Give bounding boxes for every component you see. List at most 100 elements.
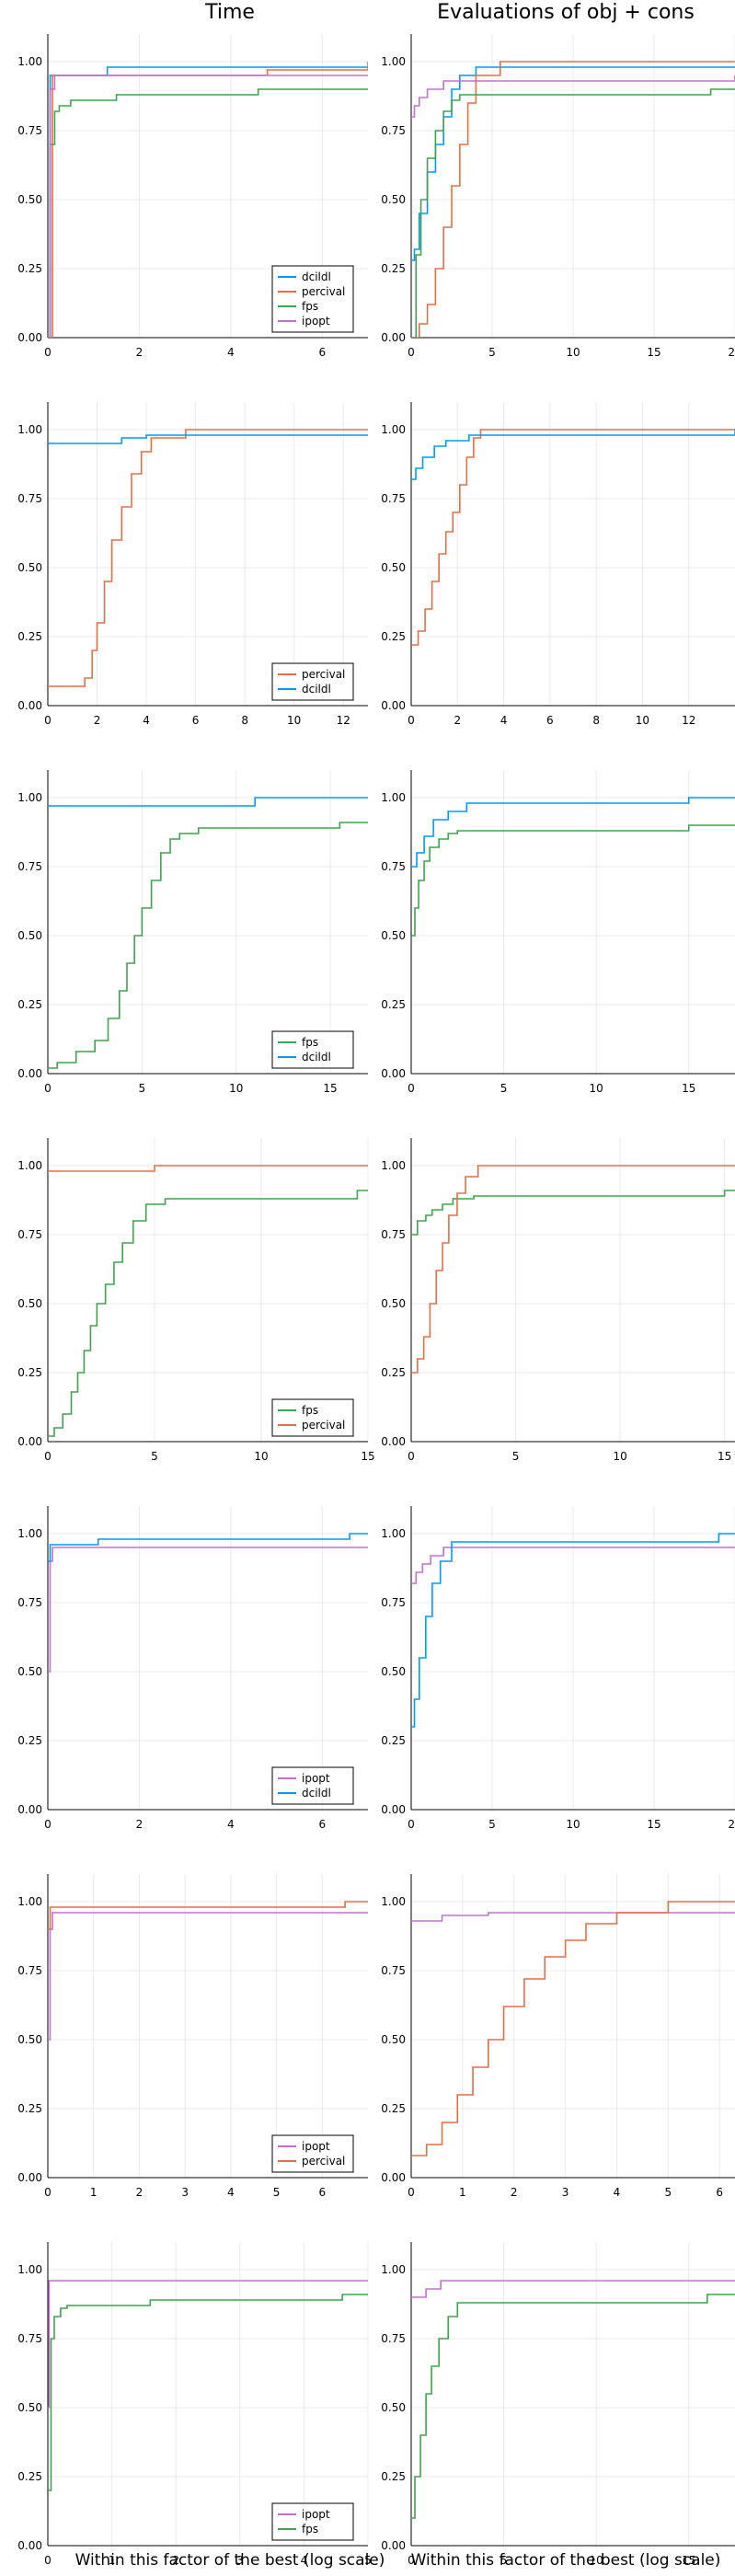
x-tick-label: 5: [273, 2186, 281, 2199]
y-tick-label: 0.00: [17, 1435, 42, 1448]
x-tick-label: 4: [227, 2186, 235, 2199]
series-line-percival: [48, 1901, 368, 1930]
x-tick-label: 5: [488, 346, 496, 359]
x-tick-label: 15: [718, 1450, 731, 1463]
y-tick-label: 0.25: [381, 262, 406, 275]
legend-label-fps: fps: [302, 1404, 318, 1417]
x-tick-label: 12: [682, 714, 695, 727]
x-tick-label: 2: [454, 714, 461, 727]
x-tick-label: 3: [181, 2186, 189, 2199]
legend-label-percival: percival: [302, 285, 345, 298]
legend-label-fps: fps: [302, 1036, 318, 1049]
y-tick-label: 1.00: [17, 1895, 42, 1908]
x-tick-label: 5: [500, 1082, 508, 1095]
x-tick-label: 12: [337, 714, 350, 727]
y-tick-label: 0.25: [381, 1734, 406, 1747]
x-tick-label: 1: [90, 2186, 98, 2199]
y-tick-label: 0.00: [17, 2539, 42, 2552]
y-tick-label: 0.25: [381, 998, 406, 1011]
legend-box: [271, 1766, 354, 1805]
y-tick-label: 0.25: [381, 2102, 406, 2115]
x-tick-label: 0: [44, 1082, 52, 1095]
x-tick-label: 0: [408, 1450, 415, 1463]
series-line-fps: [411, 2294, 735, 2519]
series-line-ipopt: [48, 1912, 368, 2041]
y-tick-label: 0.50: [381, 1665, 406, 1678]
legend-box: [271, 662, 354, 701]
x-axis-label-evaluations: Within this factor of the best (log scal…: [411, 2551, 721, 2570]
x-tick-label: 6: [546, 714, 554, 727]
series-line-fps: [411, 1190, 735, 1236]
y-tick-label: 0.50: [381, 929, 406, 942]
series-line-percival: [411, 61, 735, 338]
series-line-dcildl: [411, 1533, 735, 1728]
y-tick-label: 0.50: [17, 929, 42, 942]
series-line-fps: [48, 822, 368, 1069]
x-tick-label: 10: [287, 714, 301, 727]
y-tick-label: 1.00: [381, 2263, 406, 2276]
y-tick-label: 0.75: [17, 2332, 42, 2345]
y-tick-label: 0.00: [381, 699, 406, 712]
legend-label-ipopt: ipopt: [302, 1772, 330, 1785]
y-tick-label: 0.25: [17, 1366, 42, 1379]
y-tick-label: 0.50: [381, 2033, 406, 2046]
x-tick-label: 0: [408, 1082, 415, 1095]
y-tick-label: 0.25: [17, 1734, 42, 1747]
x-tick-label: 0: [44, 1450, 52, 1463]
series-line-fps: [411, 824, 735, 937]
legend: fps percival: [271, 1398, 354, 1437]
series-line-dcildl: [411, 797, 735, 868]
series-line-ipopt: [48, 1547, 368, 1673]
y-tick-label: 0.75: [17, 1964, 42, 1977]
x-tick-label: 8: [241, 714, 248, 727]
legend-label-percival: percival: [302, 2155, 345, 2168]
x-tick-label: 0: [408, 1818, 415, 1831]
y-tick-label: 0.50: [17, 193, 42, 206]
x-tick-label: 4: [301, 2554, 308, 2567]
legend-label-fps: fps: [302, 300, 318, 313]
y-tick-label: 0.75: [381, 124, 406, 137]
legend: fps dcildl: [271, 1030, 354, 1069]
series-line-dcildl: [48, 1533, 368, 1562]
x-tick-label: 10: [566, 1818, 580, 1831]
chart-panel-7: 0 5 10 15 0.00 0.25 0.50 0.75 1.00 fps percival: [17, 1138, 375, 1463]
y-tick-label: 0.75: [381, 492, 406, 505]
x-tick-label: 6: [318, 1818, 326, 1831]
x-tick-label: 10: [590, 1082, 603, 1095]
series-line-ipopt: [411, 2280, 735, 2298]
chart-panel-10: 0 5 10 15 20 0.00 0.25 0.50 0.75 1.00: [381, 1506, 735, 1831]
y-tick-label: 0.50: [17, 2401, 42, 2414]
legend-box: [271, 2134, 354, 2173]
chart-panel-12: 0 1 2 3 4 5 6 0.00 0.25 0.50 0.75 1.00: [381, 1874, 735, 2199]
x-tick-label: 20: [728, 346, 735, 359]
y-tick-label: 1.00: [17, 423, 42, 436]
series-line-fps: [48, 88, 368, 338]
legend-label-dcildl: dcildl: [302, 1787, 331, 1800]
legend-label-dcildl: dcildl: [302, 1051, 331, 1064]
x-tick-label: 4: [227, 1818, 235, 1831]
x-tick-label: 5: [364, 2554, 372, 2567]
legend-label-percival: percival: [302, 1419, 345, 1432]
y-tick-label: 1.00: [381, 1895, 406, 1908]
x-tick-label: 10: [613, 1450, 626, 1463]
y-tick-label: 0.00: [381, 1435, 406, 1448]
y-tick-label: 0.00: [17, 1803, 42, 1816]
x-tick-label: 5: [500, 2554, 508, 2567]
x-tick-label: 2: [94, 714, 101, 727]
y-tick-label: 1.00: [381, 55, 406, 68]
x-tick-label: 15: [647, 1818, 660, 1831]
y-tick-label: 1.00: [17, 791, 42, 804]
series-line-fps: [411, 88, 735, 338]
x-tick-label: 0: [44, 2554, 52, 2567]
x-tick-label: 2: [172, 2554, 179, 2567]
x-tick-label: 0: [44, 1818, 52, 1831]
chart-panel-6: 0 5 10 15 0.00 0.25 0.50 0.75 1.00: [381, 770, 735, 1095]
y-tick-label: 1.00: [17, 1159, 42, 1172]
y-tick-label: 1.00: [17, 2263, 42, 2276]
x-tick-label: 5: [139, 1082, 146, 1095]
y-tick-label: 0.50: [381, 561, 406, 574]
x-tick-label: 4: [614, 2186, 621, 2199]
x-tick-label: 2: [136, 1818, 144, 1831]
y-tick-label: 0.25: [381, 1366, 406, 1379]
